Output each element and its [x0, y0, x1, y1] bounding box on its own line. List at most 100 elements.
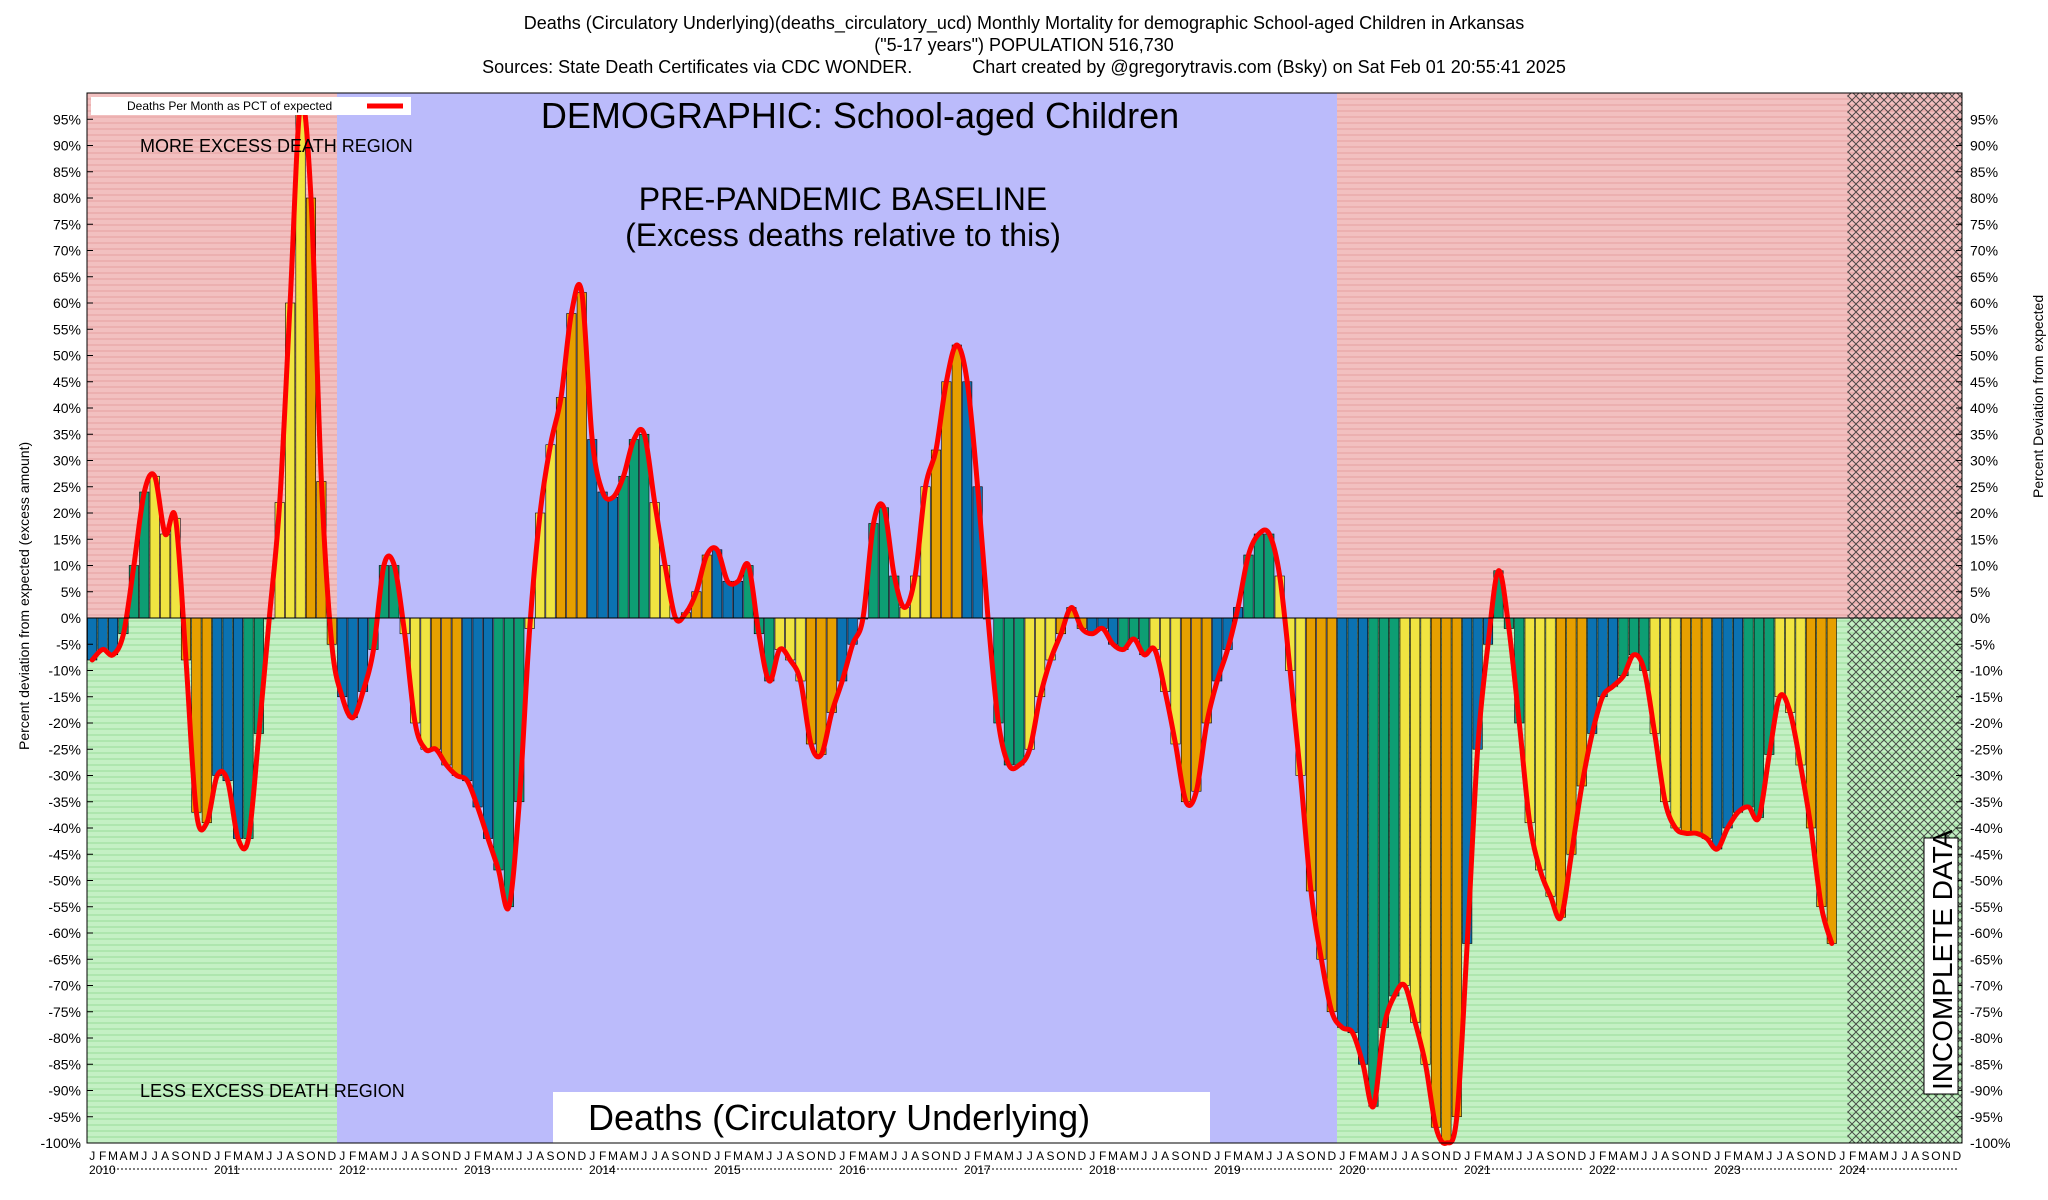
y-tick-label-left: -20% [48, 715, 81, 731]
year-label: 2019 [1214, 1163, 1241, 1177]
x-tick-label: J [589, 1149, 595, 1163]
baseline-label-line-1: PRE-PANDEMIC BASELINE [639, 181, 1047, 217]
x-tick-label: D [1077, 1149, 1086, 1163]
bar [1337, 617, 1348, 1028]
y-tick-label-right: 40% [1970, 400, 1998, 416]
bar [951, 344, 962, 619]
bar [441, 617, 452, 766]
x-tick-label: M [483, 1149, 493, 1163]
x-tick-label: N [1567, 1149, 1576, 1163]
x-tick-label: F [1599, 1149, 1606, 1163]
x-tick-label: J [1902, 1149, 1908, 1163]
x-tick-label: M [1108, 1149, 1118, 1163]
x-tick-label: A [1869, 1149, 1877, 1163]
x-tick-label: F [1349, 1149, 1356, 1163]
incomplete-data-label: INCOMPLETE DATA [1927, 829, 1958, 1090]
x-tick-label: J [902, 1149, 908, 1163]
y-tick-label-left: -5% [56, 636, 81, 652]
x-tick-label: F [224, 1149, 231, 1163]
bar [1680, 617, 1691, 834]
x-tick-label: J [652, 1149, 658, 1163]
x-tick-label: N [692, 1149, 701, 1163]
x-tick-label: A [1036, 1149, 1044, 1163]
y-tick-label-left: 65% [53, 269, 81, 285]
x-tick-label: D [1327, 1149, 1336, 1163]
y-tick-label-left: -65% [48, 951, 81, 967]
year-label: 2011 [214, 1163, 240, 1177]
demographic-label: DEMOGRAPHIC: School-aged Children [541, 95, 1179, 136]
x-tick-label: N [1442, 1149, 1451, 1163]
x-tick-label: M [108, 1149, 118, 1163]
x-tick-label: O [931, 1149, 940, 1163]
x-tick-label: S [1172, 1149, 1180, 1163]
x-tick-label: A [1619, 1149, 1627, 1163]
bar [430, 617, 441, 750]
year-label: 2022 [1589, 1163, 1616, 1177]
bar [1368, 617, 1379, 1107]
x-tick-label: M [1254, 1149, 1264, 1163]
year-label: 2015 [714, 1163, 741, 1177]
x-tick-label: N [567, 1149, 576, 1163]
x-tick-label: M [1129, 1149, 1139, 1163]
bar [1816, 617, 1827, 908]
bar [733, 580, 744, 619]
bar [930, 449, 941, 619]
x-tick-label: F [849, 1149, 856, 1163]
x-tick-label: J [1839, 1149, 1845, 1163]
x-tick-label: J [1141, 1149, 1147, 1163]
x-tick-label: D [327, 1149, 336, 1163]
x-tick-label: S [1422, 1149, 1430, 1163]
bar [1420, 617, 1431, 1065]
x-tick-label: F [1849, 1149, 1856, 1163]
bar [1399, 617, 1410, 986]
y-tick-label-right: -40% [1970, 820, 2003, 836]
x-tick-label: A [1119, 1149, 1127, 1163]
x-tick-label: A [1661, 1149, 1669, 1163]
y-tick-label-right: 20% [1970, 505, 1998, 521]
y-tick-label-left: -35% [48, 794, 81, 810]
x-tick-label: J [1652, 1149, 1658, 1163]
x-tick-label: O [1681, 1149, 1690, 1163]
y-tick-label-right: -60% [1970, 925, 2003, 941]
x-tick-label: J [1891, 1149, 1897, 1163]
y-tick-label-left: 60% [53, 295, 81, 311]
year-label: 2016 [839, 1163, 866, 1177]
bar [347, 617, 358, 719]
x-tick-label: A [661, 1149, 669, 1163]
less-excess-region-pre [87, 618, 337, 1143]
x-tick-label: J [527, 1149, 533, 1163]
x-tick-label: M [1233, 1149, 1243, 1163]
y-tick-label-left: 75% [53, 216, 81, 232]
x-tick-label: O [1306, 1149, 1315, 1163]
bar [1535, 617, 1546, 871]
x-tick-label: A [1744, 1149, 1752, 1163]
year-label: 2018 [1089, 1163, 1116, 1177]
x-tick-label: O [806, 1149, 815, 1163]
x-tick-label: F [474, 1149, 481, 1163]
x-tick-label: J [714, 1149, 720, 1163]
y-tick-label-right: 85% [1970, 164, 1998, 180]
bar [774, 617, 785, 650]
y-tick-label-left: -40% [48, 820, 81, 836]
y-tick-label-right: -80% [1970, 1030, 2003, 1046]
x-tick-label: N [1067, 1149, 1076, 1163]
y-tick-label-left: -10% [48, 663, 81, 679]
x-tick-label: S [547, 1149, 555, 1163]
chart-title-line-2: ("5-17 years") POPULATION 516,730 [874, 35, 1174, 55]
y-tick-label-right: 30% [1970, 453, 1998, 469]
y-tick-label-left: -85% [48, 1056, 81, 1072]
y-tick-label-right: -85% [1970, 1056, 2003, 1072]
x-tick-label: M [1483, 1149, 1493, 1163]
x-tick-label: A [494, 1149, 502, 1163]
y-tick-label-right: 60% [1970, 295, 1998, 311]
x-tick-label: J [1714, 1149, 1720, 1163]
x-tick-label: N [1692, 1149, 1701, 1163]
x-tick-label: D [702, 1149, 711, 1163]
x-tick-label: J [516, 1149, 522, 1163]
y-tick-label-right: 80% [1970, 190, 1998, 206]
x-tick-label: J [464, 1149, 470, 1163]
x-tick-label: M [1004, 1149, 1014, 1163]
x-tick-label: M [1608, 1149, 1618, 1163]
x-tick-label: M [754, 1149, 764, 1163]
year-label: 2020 [1339, 1163, 1366, 1177]
